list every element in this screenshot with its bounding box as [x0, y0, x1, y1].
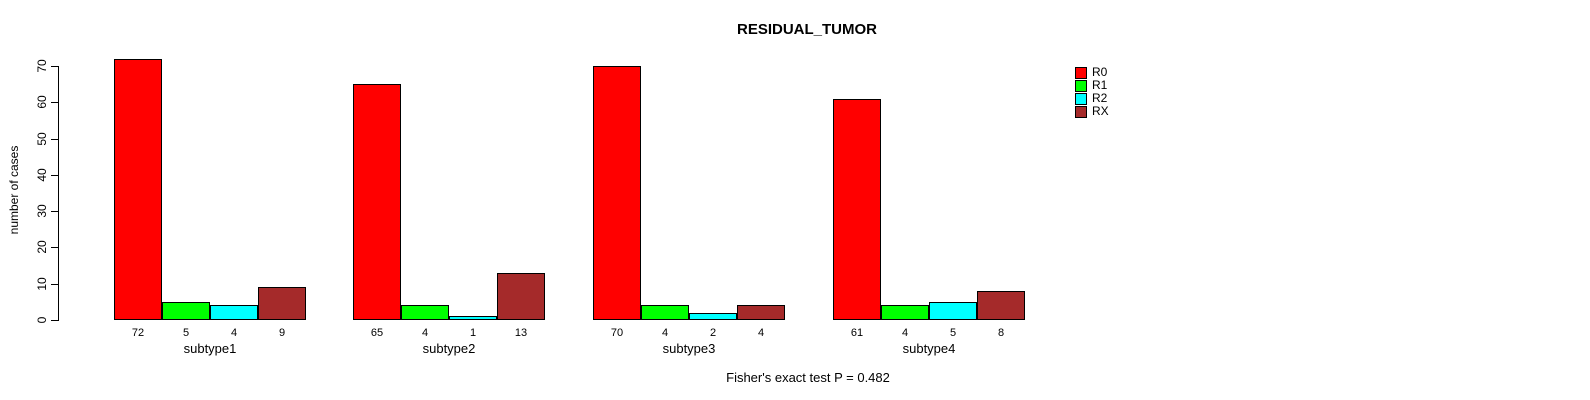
- bar-value-label: 8: [997, 327, 1005, 339]
- legend-label: RX: [1092, 104, 1109, 118]
- bar-value-label: 5: [949, 327, 957, 339]
- bar-r0-subtype4: [833, 98, 881, 320]
- bar-r2-subtype1: [210, 305, 258, 320]
- legend-label: R1: [1092, 78, 1108, 92]
- y-axis-tick: [51, 211, 58, 213]
- bar-rx-subtype4: [977, 290, 1025, 320]
- bar-r0-subtype1: [114, 58, 162, 320]
- bar-r1-subtype3: [641, 305, 689, 320]
- bar-value-label: 4: [421, 327, 429, 339]
- bar-r1-subtype4: [881, 305, 929, 320]
- legend-label: R2: [1092, 91, 1108, 105]
- x-axis-category-label: subtype1: [183, 341, 237, 356]
- bar-value-label: 72: [131, 327, 145, 339]
- legend-row-r0: R0: [1075, 66, 1109, 79]
- bar-value-label: 13: [514, 327, 528, 339]
- y-axis-label: number of cases: [7, 145, 21, 235]
- legend-swatch-r0: [1075, 66, 1087, 79]
- bar-value-label: 4: [230, 327, 238, 339]
- y-axis-tick: [51, 174, 58, 176]
- bar-r1-subtype1: [162, 301, 210, 320]
- y-axis-tick-label: 60: [35, 95, 49, 109]
- bar-r1-subtype2: [401, 305, 449, 320]
- y-axis-line: [58, 65, 59, 321]
- bar-value-label: 2: [709, 327, 717, 339]
- legend-swatch-r2: [1075, 92, 1087, 105]
- y-axis-tick-label: 30: [35, 204, 49, 218]
- bar-value-label: 4: [901, 327, 909, 339]
- bar-r2-subtype3: [689, 312, 737, 320]
- legend-label: R0: [1092, 65, 1108, 79]
- x-axis-category-label: subtype3: [662, 341, 716, 356]
- y-axis-tick-label: 40: [35, 168, 49, 182]
- y-axis-tick: [51, 138, 58, 140]
- y-axis-tick: [51, 320, 58, 321]
- legend-row-r1: R1: [1075, 79, 1109, 92]
- legend-swatch-rx: [1075, 105, 1087, 118]
- bar-value-label: 4: [661, 327, 669, 339]
- y-axis-tick: [51, 102, 58, 104]
- bar-value-label: 4: [757, 327, 765, 339]
- y-axis-tick: [51, 65, 58, 67]
- bar-rx-subtype2: [497, 272, 545, 320]
- y-axis-tick-label: 0: [35, 316, 49, 324]
- y-axis-tick-label: 70: [35, 59, 49, 73]
- x-axis-category-label: subtype2: [422, 341, 476, 356]
- bar-value-label: 65: [370, 327, 384, 339]
- legend-swatch-r1: [1075, 79, 1087, 92]
- y-axis-tick-label: 50: [35, 131, 49, 146]
- bar-value-label: 61: [850, 327, 864, 339]
- bar-r0-subtype2: [353, 84, 401, 320]
- chart-title: RESIDUAL_TUMOR: [736, 21, 878, 38]
- y-axis-tick-label: 20: [35, 240, 49, 255]
- bar-rx-subtype3: [737, 305, 785, 320]
- bar-r0-subtype3: [593, 65, 641, 320]
- legend-row-r2: R2: [1075, 92, 1109, 105]
- bar-value-label: 9: [278, 327, 286, 339]
- legend: R0 R1 R2 RX: [1075, 66, 1109, 118]
- y-axis-tick: [51, 283, 58, 285]
- bar-value-label: 1: [469, 327, 477, 339]
- bar-r2-subtype4: [929, 301, 977, 320]
- bar-r2-subtype2: [449, 316, 497, 320]
- y-axis-tick-label: 10: [35, 277, 49, 291]
- y-axis-tick: [51, 247, 58, 249]
- bar-value-label: 5: [182, 327, 190, 339]
- legend-row-rx: RX: [1075, 105, 1109, 118]
- bar-value-label: 70: [610, 327, 624, 339]
- bar-rx-subtype1: [258, 287, 306, 320]
- x-axis-category-label: subtype4: [902, 341, 956, 356]
- fisher-test-annotation: Fisher's exact test P = 0.482: [726, 370, 890, 385]
